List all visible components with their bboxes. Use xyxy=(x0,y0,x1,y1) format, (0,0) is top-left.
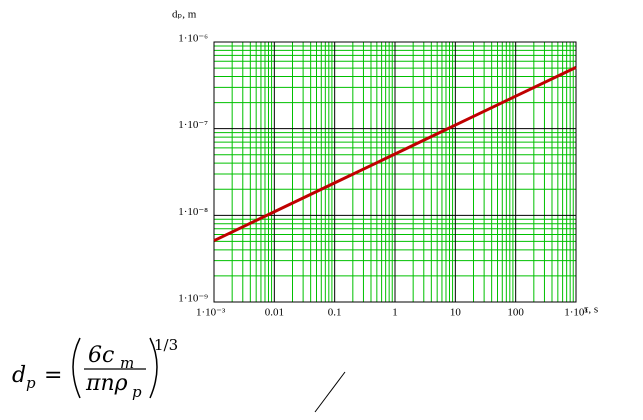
formula-num: 6c xyxy=(88,343,114,368)
paren-right xyxy=(149,337,158,399)
y-tick-label: 1·10⁻⁹ xyxy=(178,293,208,305)
formula-num-sub: m xyxy=(120,354,134,372)
data-line xyxy=(213,65,577,243)
y-axis-label: dₚ, m xyxy=(172,9,197,21)
plot-border xyxy=(213,41,577,303)
formula-den: πnρ xyxy=(85,371,128,396)
x-tick-label: 10 xyxy=(450,307,462,319)
x-tick-label: 1·10⁻³ xyxy=(196,307,226,319)
x-tick-label: 100 xyxy=(507,307,524,319)
y-tick-label: 1·10⁻⁷ xyxy=(178,119,208,131)
formula-den-sub: p xyxy=(132,383,142,401)
formula-equals: = xyxy=(44,363,62,388)
formula-lhs: d xyxy=(12,363,26,388)
y-tick-label: 1·10⁻⁶ xyxy=(178,33,208,45)
x-tick-label: 0.01 xyxy=(265,307,284,319)
paren-left xyxy=(72,337,81,399)
stroke xyxy=(314,371,346,413)
x-tick-label: 0.1 xyxy=(328,307,342,319)
formula-lhs-sub: p xyxy=(26,374,36,392)
x-tick-label: 1 xyxy=(392,307,398,319)
formula: d p = 6c m πnρ p 1/3 xyxy=(12,336,178,401)
formula-exponent: 1/3 xyxy=(154,336,178,354)
x-tick-label: 1·10³ xyxy=(564,307,588,319)
x-axis-label: τ, s xyxy=(584,304,598,316)
y-tick-label: 1·10⁻⁸ xyxy=(178,206,208,218)
